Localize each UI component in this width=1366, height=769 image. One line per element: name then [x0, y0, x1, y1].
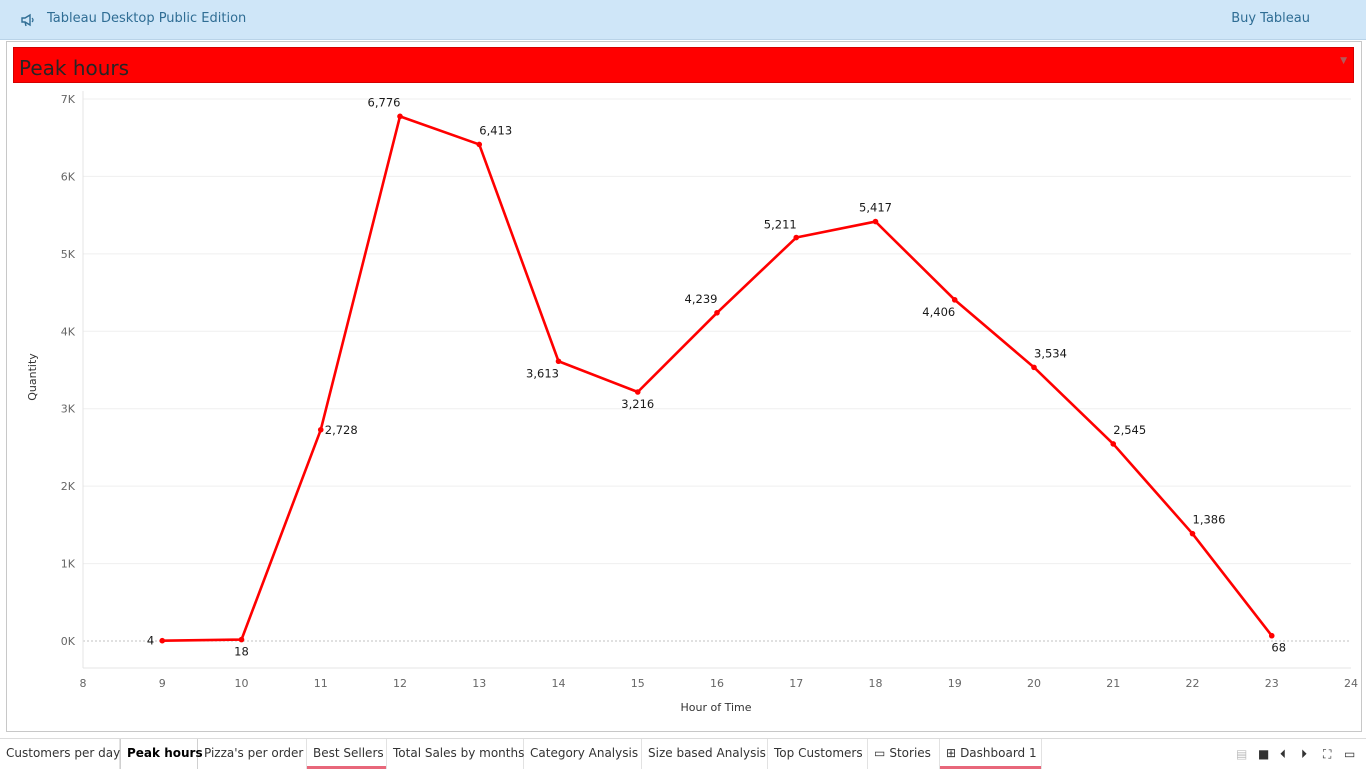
data-label: 5,417 — [859, 201, 892, 215]
data-point — [476, 141, 483, 148]
x-tick-label: 20 — [1027, 677, 1041, 690]
data-point — [1189, 530, 1196, 537]
line-chart: 0K 1K 2K 3K 4K 5K 6K 7K 8 9 10 11 12 13 14 15 16 17 18 19 20… — [26, 91, 1358, 714]
tab-label: Top Customers — [774, 746, 863, 760]
tab-total-sales-by-months[interactable]: Total Sales by months — [387, 739, 524, 769]
data-point — [634, 389, 641, 395]
data-point — [317, 426, 324, 433]
x-tick-label: 16 — [710, 677, 724, 690]
tab-customers-per-day[interactable]: Customers per day — [0, 739, 120, 769]
fullscreen-icon[interactable]: ⛶ — [1323, 747, 1332, 761]
data-label: 4,406 — [922, 305, 955, 319]
y-tick-label: 0K — [61, 635, 76, 648]
tab-dashboard-1[interactable]: ⊞ Dashboard 1 — [940, 739, 1042, 769]
tab-top-customers[interactable]: Top Customers — [768, 739, 868, 769]
x-tick-label: 11 — [314, 677, 328, 690]
x-tick-label: 21 — [1106, 677, 1120, 690]
y-tick-label: 1K — [61, 558, 76, 571]
data-point — [951, 297, 958, 303]
title-menu-arrow-icon[interactable]: ▼ — [1340, 56, 1347, 66]
tab-best-sellers[interactable]: Best Sellers — [307, 739, 387, 769]
data-point — [872, 218, 879, 225]
y-tick-label: 7K — [61, 93, 76, 106]
app-title: Tableau Desktop Public Edition — [47, 11, 247, 26]
data-label: 2,545 — [1113, 423, 1146, 437]
x-tick-label: 14 — [552, 677, 566, 690]
previous-sheet-icon[interactable]: ⏴ — [1280, 747, 1287, 761]
app-header: Tableau Desktop Public Edition Buy Table… — [0, 0, 1366, 40]
book-icon: ▭ — [874, 746, 886, 760]
x-tick-label: 12 — [393, 677, 407, 690]
x-tick-label: 24 — [1344, 677, 1358, 690]
x-tick-label: 22 — [1186, 677, 1200, 690]
data-label: 68 — [1271, 641, 1286, 655]
data-label: 2,728 — [325, 423, 358, 437]
data-label: 3,534 — [1034, 346, 1067, 360]
tab-label: Pizza's per order — [204, 746, 304, 760]
x-tick-label: 17 — [789, 677, 803, 690]
tab-label: Peak hours — [127, 746, 203, 760]
y-tick-label: 4K — [61, 325, 76, 338]
data-point — [1110, 441, 1117, 447]
buy-tableau-link[interactable]: Buy Tableau — [1231, 11, 1310, 26]
series-line — [162, 115, 1273, 642]
show-filmstrip-icon[interactable]: ▤ — [1236, 747, 1248, 761]
data-point — [793, 234, 800, 241]
data-point — [397, 113, 403, 120]
tab-pizza-s-per-order[interactable]: Pizza's per order — [198, 739, 307, 769]
presentation-mode-icon[interactable]: ▭ — [1344, 747, 1356, 761]
tab-label: Customers per day — [6, 746, 121, 760]
data-point — [238, 636, 245, 643]
tab-category-analysis[interactable]: Category Analysis — [524, 739, 642, 769]
x-axis-title: Hour of Time — [680, 701, 751, 714]
megaphone-icon — [21, 13, 34, 27]
data-point — [555, 358, 562, 365]
data-label: 5,211 — [764, 218, 797, 232]
data-label: 18 — [234, 645, 249, 659]
data-label: 3,216 — [621, 397, 654, 411]
y-axis-title: Quantity — [26, 353, 39, 401]
x-tick-label: 10 — [235, 677, 249, 690]
tab-label: Stories — [889, 746, 931, 760]
x-tick-label: 18 — [869, 677, 883, 690]
x-tick-label: 13 — [472, 677, 486, 690]
x-tick-label: 15 — [631, 677, 645, 690]
data-label: 3,613 — [526, 366, 559, 380]
x-tick-label: 8 — [80, 677, 87, 690]
show-tabs-icon[interactable]: ■ — [1258, 747, 1270, 761]
data-point — [1268, 632, 1275, 639]
tab-label: Size based Analysis — [648, 746, 766, 760]
y-tick-label: 5K — [61, 248, 76, 261]
data-point — [1031, 364, 1037, 371]
y-tick-label: 3K — [61, 403, 76, 416]
sheet-tabs: Customers per day Peak hours Pizza's per o… — [0, 738, 1366, 769]
data-label: 6,413 — [479, 123, 512, 137]
tab-label: Total Sales by months — [393, 746, 525, 760]
y-tick-label: 2K — [61, 480, 76, 493]
x-tick-label: 9 — [159, 677, 166, 690]
data-label: 6,776 — [368, 95, 401, 109]
dashboard-icon: ⊞ — [946, 746, 957, 760]
data-point — [159, 637, 166, 644]
data-label: 1,386 — [1193, 513, 1226, 527]
data-label: 4,239 — [685, 292, 718, 306]
data-point — [714, 309, 720, 316]
tab-label: Category Analysis — [530, 746, 639, 760]
x-tick-label: 23 — [1265, 677, 1279, 690]
x-tick-label: 19 — [948, 677, 962, 690]
y-tick-label: 6K — [61, 170, 76, 183]
tab-stories[interactable]: ▭ Stories — [868, 739, 940, 769]
next-sheet-icon[interactable]: ⏵ — [1301, 747, 1308, 761]
tab-label: Dashboard 1 — [960, 746, 1037, 760]
tab-label: Best Sellers — [313, 746, 384, 760]
worksheet-title: Peak hours — [19, 56, 130, 80]
data-label: 4 — [147, 634, 154, 648]
tab-size-based-analysis[interactable]: Size based Analysis — [642, 739, 768, 769]
worksheet-area: Peak hours ▼ 0K 1K 2K 3K 4K 5K 6K 7K 8 9 10 11 12 13 1… — [6, 41, 1362, 732]
tab-peak-hours[interactable]: Peak hours — [120, 739, 203, 769]
worksheet-title-bar: Peak hours ▼ — [13, 47, 1354, 83]
